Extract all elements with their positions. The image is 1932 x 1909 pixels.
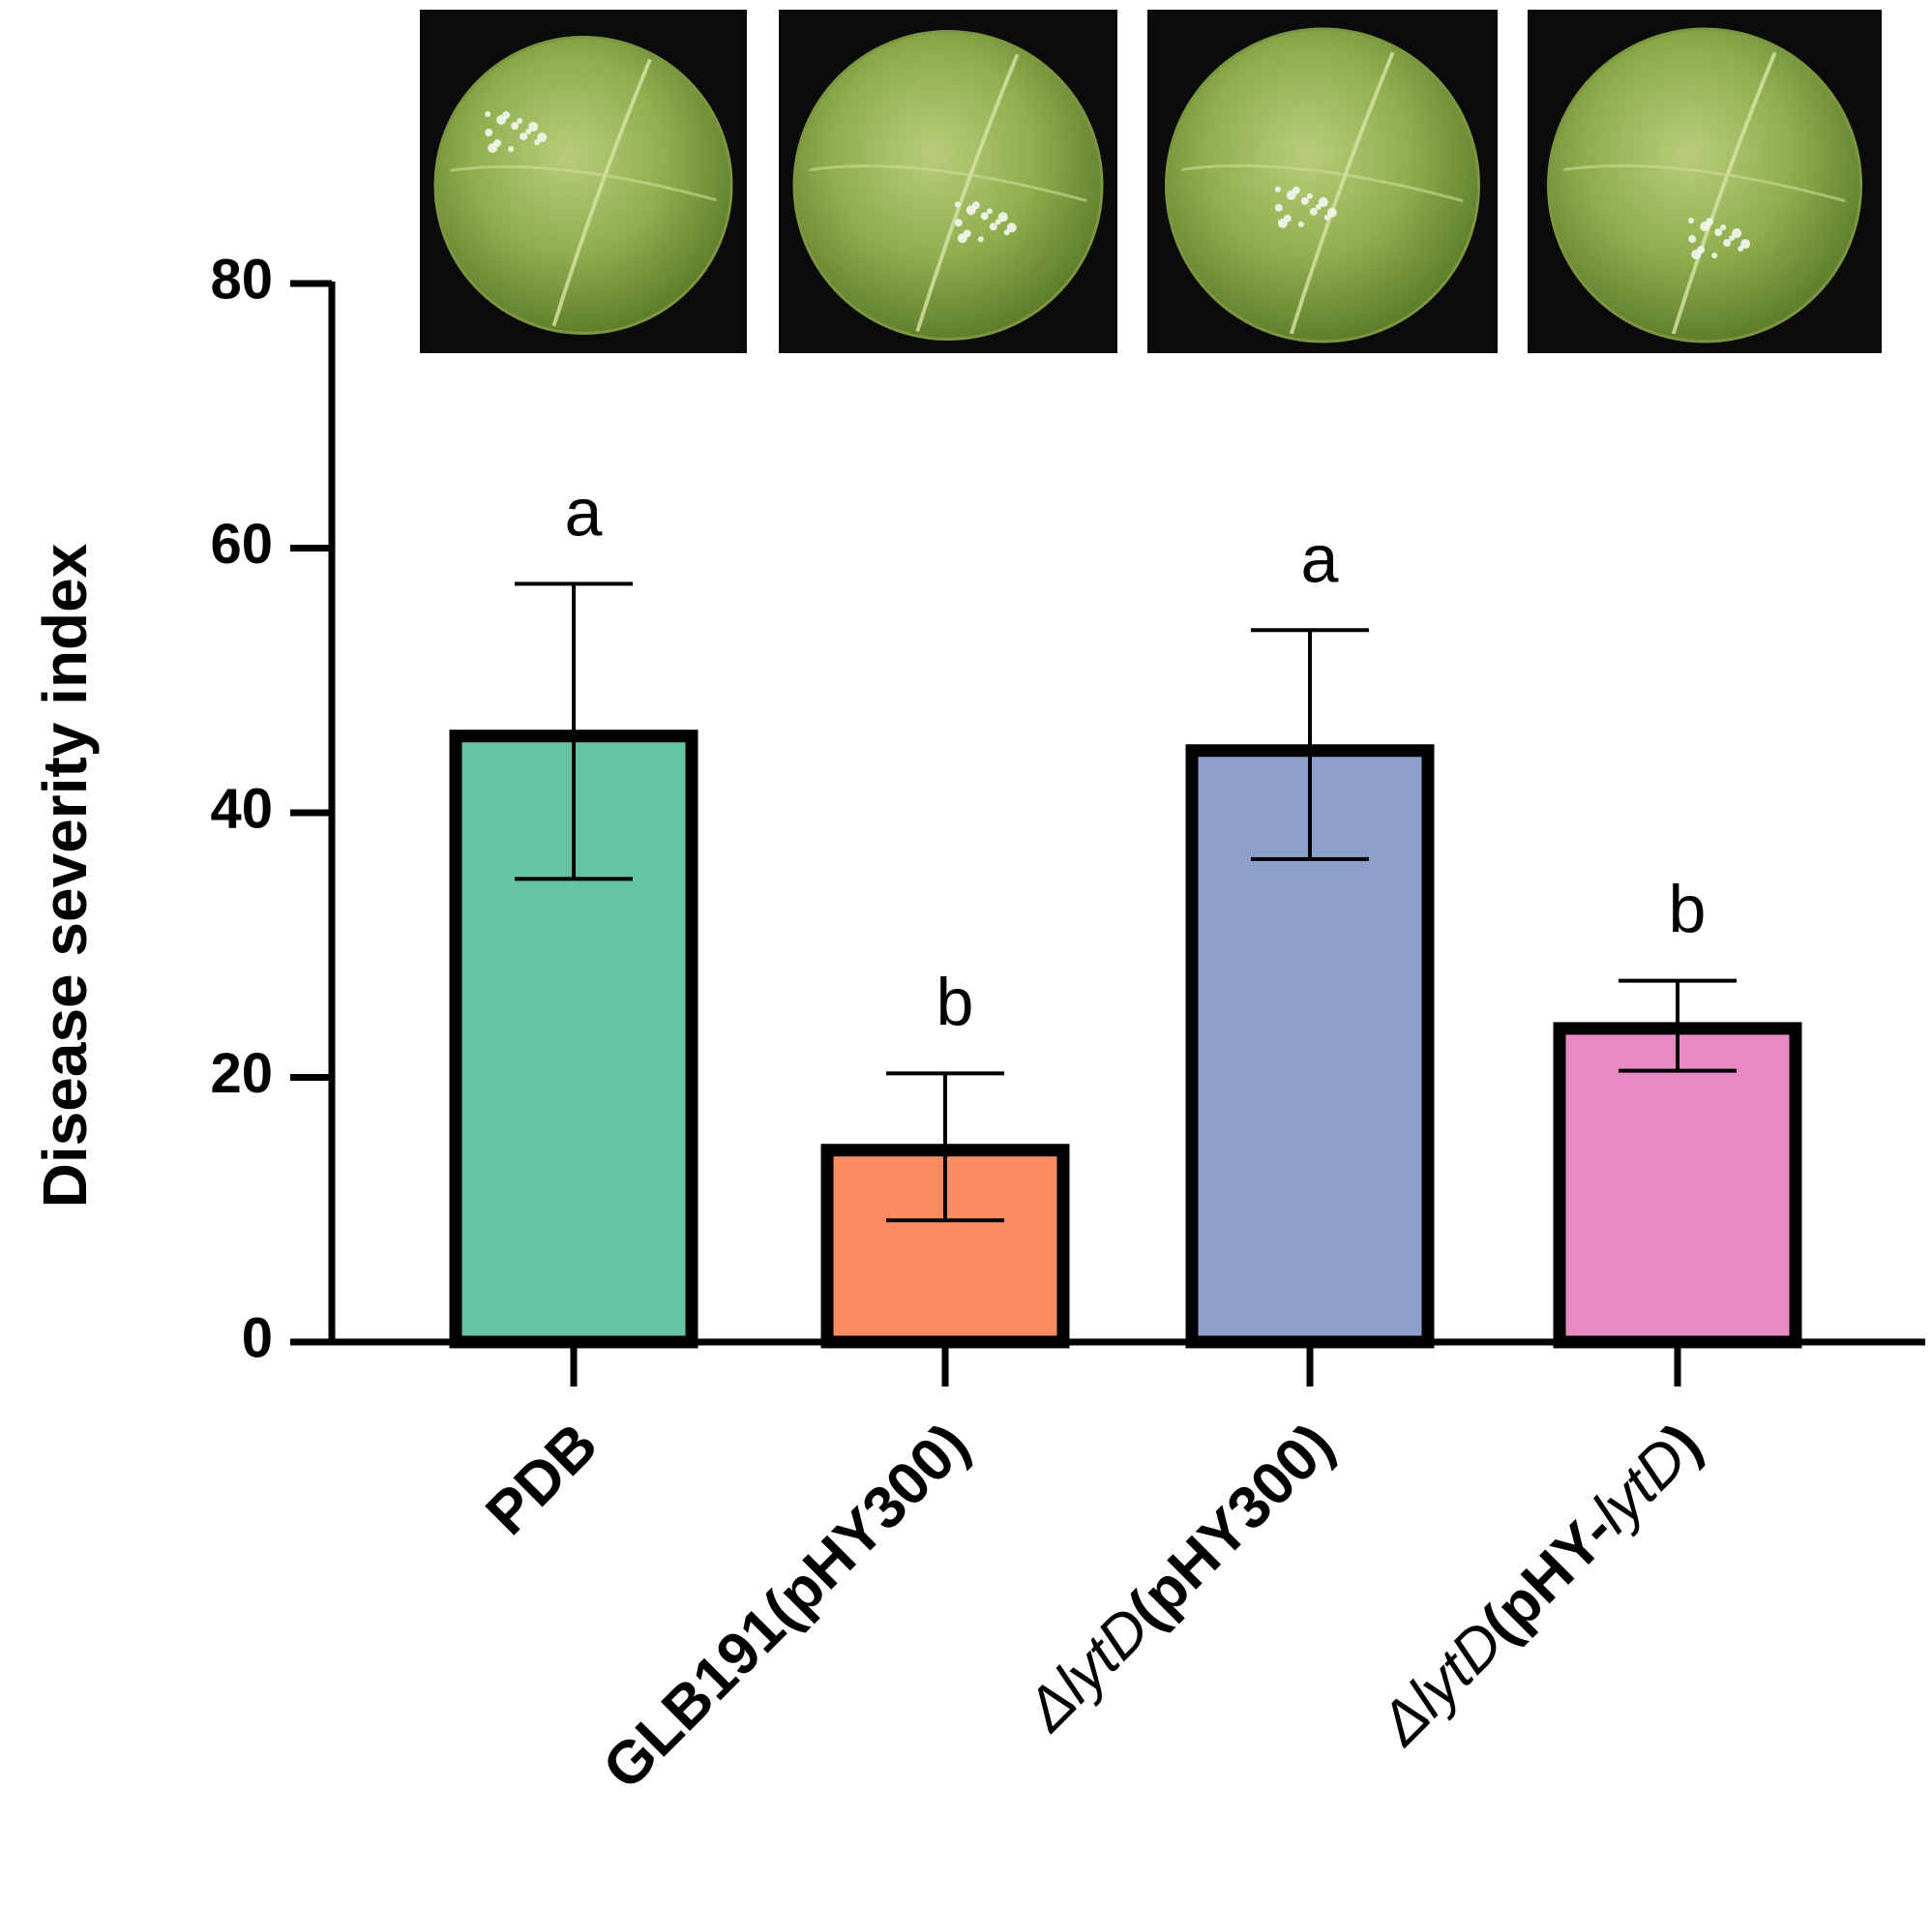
y-tick-label: 40	[210, 777, 273, 840]
mildew-spot	[1714, 228, 1723, 237]
mildew-spot	[954, 201, 961, 208]
significance-label: a	[565, 474, 603, 550]
mildew-spot	[1697, 246, 1706, 254]
mildew-spot	[1326, 207, 1337, 218]
leaf-vein	[809, 164, 1087, 202]
y-tick-label: 20	[210, 1042, 273, 1105]
x-tick-label: ΔlytD(pHY-lytD)	[1366, 1411, 1714, 1759]
mildew-spot	[1006, 223, 1017, 233]
mildew-spot	[980, 212, 989, 221]
leaf-disc	[792, 30, 1104, 341]
y-tick-label: 0	[242, 1306, 273, 1369]
mildew-spot	[1723, 239, 1732, 248]
mildew-spot	[1274, 186, 1281, 193]
leaf-vein	[1181, 164, 1464, 203]
mildew-spot	[1292, 186, 1300, 194]
mildew-spot	[502, 110, 511, 119]
mildew-spot	[954, 219, 963, 227]
leaf-vein	[551, 58, 652, 327]
mildew-spot	[485, 110, 491, 117]
x-tick-label: ΔlytD(pHY300)	[1013, 1411, 1347, 1745]
mildew-spot	[1306, 193, 1313, 199]
leaf-image-strip	[420, 10, 1882, 353]
leaf-vein	[1671, 51, 1777, 335]
bar	[1553, 1022, 1802, 1349]
leaf-disc-pdb	[420, 10, 747, 353]
x-tick-label: PDB	[474, 1411, 610, 1547]
leaf-vein	[450, 164, 718, 202]
mildew-spot	[977, 236, 984, 243]
leaf-disc-lytd-complemented	[1528, 10, 1882, 353]
leaf-disc-lytd-pHY300	[1147, 10, 1498, 353]
mildew-spot	[1297, 221, 1304, 227]
significance-label: b	[936, 964, 974, 1039]
significance-label: a	[1301, 521, 1339, 596]
mildew-spot	[1274, 203, 1283, 212]
mildew-spot	[1711, 253, 1718, 259]
mildew-spot	[1283, 214, 1292, 223]
mildew-spot	[1688, 218, 1695, 224]
leaf-vein	[1289, 51, 1395, 335]
mildew-spot	[528, 121, 539, 132]
mildew-spot	[1740, 239, 1751, 250]
mildew-spot	[1300, 196, 1309, 205]
mildew-spot	[1688, 235, 1697, 244]
mildew-spot	[1706, 218, 1714, 226]
x-tick-label-part: PDB	[474, 1411, 610, 1547]
mildew-spot	[1720, 224, 1727, 231]
mildew-spot	[971, 201, 980, 210]
mildew-spot	[520, 132, 528, 140]
mildew-spot	[1732, 228, 1742, 239]
mildew-spot	[517, 117, 523, 124]
mildew-spot	[508, 145, 515, 152]
leaf-vein	[915, 53, 1020, 333]
mildew-spot	[986, 208, 993, 215]
mildew-spot	[1309, 207, 1318, 216]
leaf-disc	[433, 36, 733, 335]
mildew-spot	[963, 229, 971, 238]
leaf-disc-glb191	[779, 10, 1117, 353]
y-tick-label: 60	[210, 513, 273, 576]
mildew-spot	[989, 223, 997, 231]
leaf-vein	[1563, 164, 1846, 203]
leaf-disc	[1165, 27, 1480, 343]
plot-area: 0 20 40 60 80 a PDB b GLB191(pHY300) a ΔlytD(pHY30…	[210, 248, 1925, 1803]
y-tick-label: 80	[210, 248, 273, 311]
x-tick-label-part: GLB191(pHY300)	[590, 1411, 982, 1803]
mildew-spot	[537, 132, 548, 142]
mildew-spot	[1318, 196, 1328, 207]
mildew-spot	[485, 128, 493, 136]
x-tick-label-part: (pHY300)	[1115, 1411, 1347, 1642]
mildew-spot	[511, 121, 520, 130]
mildew-spot	[493, 138, 502, 147]
y-axis-label: Disease severity index	[30, 543, 100, 1208]
significance-label: b	[1669, 872, 1707, 947]
leaf-disc	[1547, 27, 1862, 343]
x-tick-label: GLB191(pHY300)	[590, 1411, 982, 1803]
mildew-spot	[997, 212, 1008, 223]
